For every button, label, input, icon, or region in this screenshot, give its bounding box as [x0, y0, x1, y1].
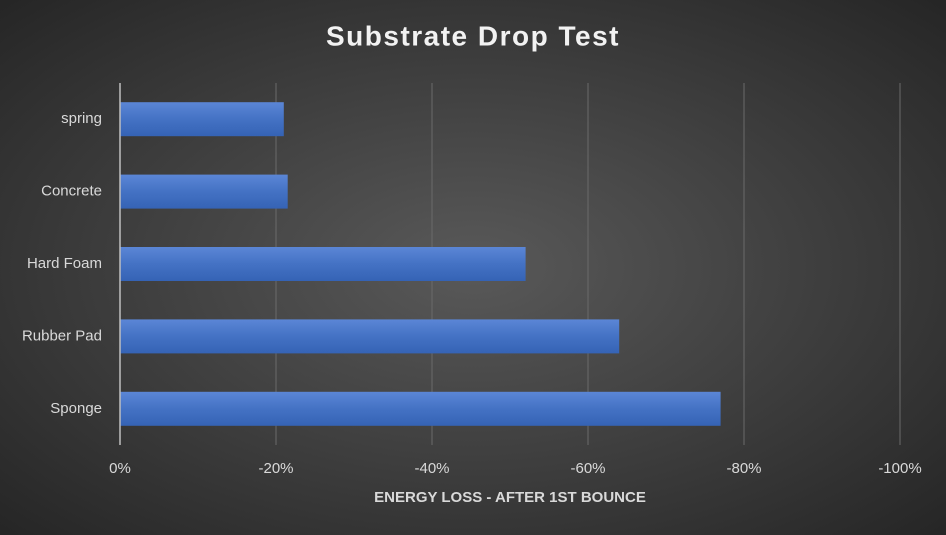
y-tick-label: Sponge	[50, 400, 102, 417]
x-tick-label: 0%	[109, 460, 131, 477]
chart-title: Substrate Drop Test	[326, 20, 620, 51]
y-tick-label: Rubber Pad	[22, 327, 102, 344]
x-tick-label: -40%	[414, 460, 449, 477]
x-tick-label: -100%	[878, 460, 921, 477]
y-tick-label: Concrete	[41, 183, 102, 200]
x-tick-label: -80%	[726, 460, 761, 477]
bar	[120, 247, 526, 281]
bar	[120, 102, 284, 137]
x-axis-title: ENERGY LOSS - AFTER 1ST BOUNCE	[374, 489, 646, 506]
x-tick-label: -60%	[570, 460, 605, 477]
bar	[120, 319, 620, 354]
x-tick-label: -20%	[258, 460, 293, 477]
bar	[120, 391, 721, 426]
y-tick-label: spring	[61, 110, 102, 127]
y-tick-label: Hard Foam	[27, 255, 102, 272]
bar	[120, 174, 288, 209]
